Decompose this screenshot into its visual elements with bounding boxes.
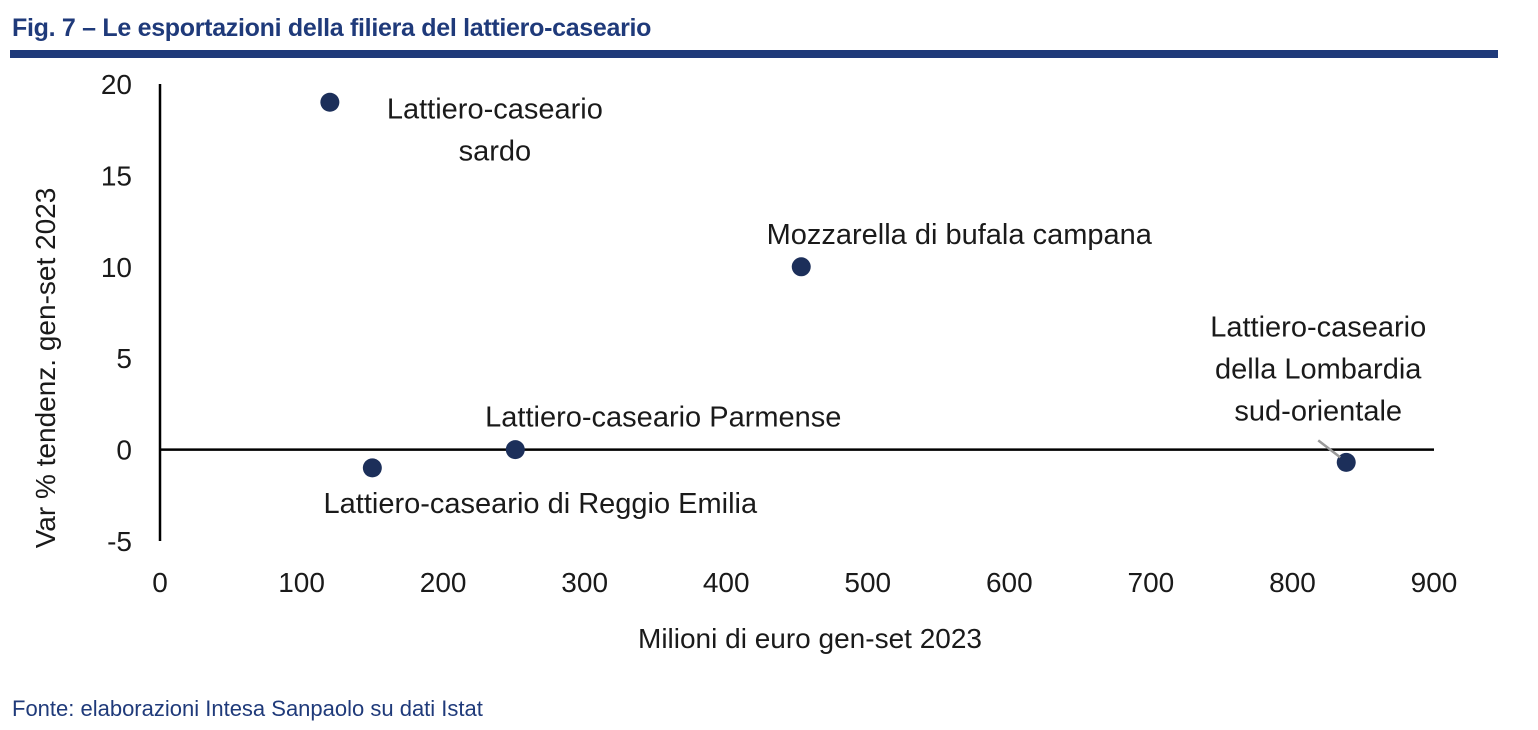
data-label: Lattiero-caseario sardo: [387, 93, 603, 167]
data-label: Lattiero-caseario Parmense: [485, 402, 841, 434]
x-tick-label: 900: [1411, 567, 1458, 598]
y-tick-label: 5: [116, 343, 132, 374]
title-rule: [10, 50, 1498, 58]
y-tick-label: 20: [101, 69, 132, 100]
x-tick-label: 100: [278, 567, 325, 598]
figure-title: Fig. 7 – Le esportazioni della filiera d…: [12, 14, 652, 42]
data-labels-group: Lattiero-caseario sardo Mozzarella di bufa…: [324, 93, 1427, 520]
data-label: Lattiero-caseario di Reggio Emilia: [324, 488, 758, 520]
x-tick-label: 400: [703, 567, 750, 598]
x-tick-label: 700: [1128, 567, 1175, 598]
data-points-group: [320, 92, 1356, 478]
x-tick-label: 300: [561, 567, 608, 598]
y-axis-label: Var % tendenz. gen-set 2023: [30, 188, 61, 549]
data-point: [362, 458, 382, 478]
y-tick-label: -5: [107, 526, 132, 557]
x-tick-label: 600: [986, 567, 1033, 598]
data-point: [791, 257, 811, 277]
data-point: [1336, 452, 1356, 472]
axes-group: [158, 84, 1434, 541]
x-tick-label: 0: [152, 567, 168, 598]
data-label: Mozzarella di bufala campana: [767, 219, 1153, 251]
x-tick-label: 500: [844, 567, 891, 598]
leader-line: [1317, 439, 1341, 459]
source-note: Fonte: elaborazioni Intesa Sanpaolo su d…: [12, 696, 483, 721]
x-tick-label: 200: [420, 567, 467, 598]
y-tick-label: 15: [101, 160, 132, 191]
data-point: [320, 92, 340, 112]
y-tick-label: 0: [116, 435, 132, 466]
data-label: Lattiero-caseario della Lombardia sud-orie…: [1210, 311, 1426, 427]
data-point: [505, 440, 525, 460]
y-tick-label: 10: [101, 252, 132, 283]
x-axis-label: Milioni di euro gen-set 2023: [638, 623, 982, 654]
x-tick-label: 800: [1269, 567, 1316, 598]
